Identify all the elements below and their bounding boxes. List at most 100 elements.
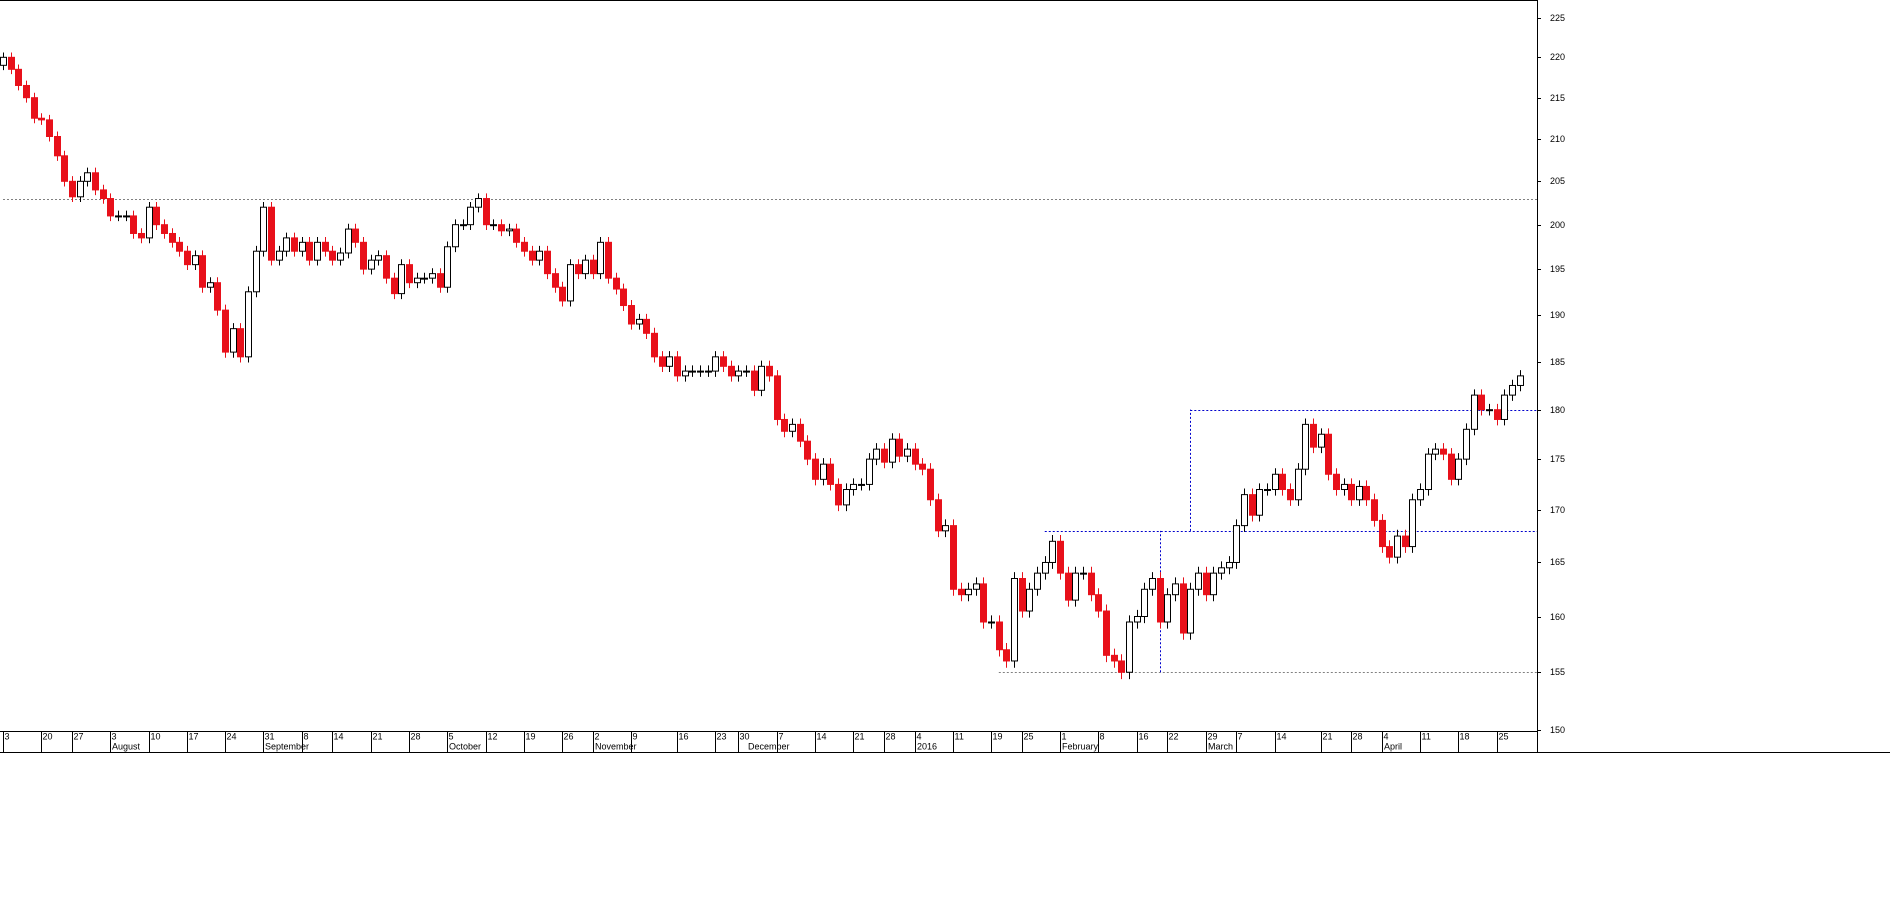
- x-tick-label: 28: [1353, 731, 1363, 741]
- candle-body: [322, 241, 329, 252]
- candle-body: [904, 448, 911, 457]
- candle-body: [958, 588, 965, 596]
- candle-body: [23, 84, 30, 99]
- candle-body: [889, 438, 896, 463]
- candle-body: [988, 621, 995, 624]
- x-tick-label: 12: [488, 731, 498, 741]
- candle-body: [1371, 499, 1378, 521]
- candle-body: [0, 56, 7, 66]
- candle-body: [1356, 485, 1363, 501]
- candle-body: [398, 264, 405, 295]
- candle-body: [77, 180, 84, 198]
- candle-body: [115, 215, 122, 218]
- candle-body: [92, 172, 99, 191]
- candle-body: [712, 356, 719, 372]
- candle-body: [153, 206, 160, 226]
- candle-body: [1448, 453, 1455, 480]
- candle-body: [873, 448, 880, 460]
- candle-body: [1425, 453, 1432, 491]
- candle-body: [192, 255, 199, 266]
- candle-body: [1210, 572, 1217, 596]
- candle-body: [1494, 409, 1501, 420]
- candle-body: [268, 206, 275, 261]
- candle-body: [559, 286, 566, 302]
- candle-body: [61, 155, 68, 182]
- x-tick-label: 27: [74, 731, 84, 741]
- x-tick-label: 14: [1277, 731, 1287, 741]
- candle-body: [812, 458, 819, 480]
- candle-body: [130, 215, 137, 234]
- candle-body: [184, 250, 191, 266]
- candle-body: [391, 277, 398, 295]
- candle-body: [291, 237, 298, 252]
- candle-body: [529, 250, 536, 261]
- y-tick-label: 210: [1550, 134, 1565, 144]
- candle-body: [199, 255, 206, 288]
- candle-body: [329, 250, 336, 261]
- candle-body: [552, 273, 559, 288]
- x-tick-label: 11: [1422, 731, 1431, 741]
- candle-body: [1172, 583, 1179, 596]
- candle-body: [758, 365, 765, 391]
- x-tick-label: 31: [265, 731, 275, 741]
- candle-body: [352, 228, 359, 243]
- candle-body: [1241, 494, 1248, 527]
- candle-body: [1249, 494, 1256, 516]
- candle-body: [1149, 578, 1156, 590]
- candle-body: [1003, 649, 1010, 662]
- candle-body: [896, 438, 903, 457]
- x-tick-label: 14: [817, 731, 827, 741]
- candle-body: [935, 499, 942, 532]
- month-label: August: [112, 741, 141, 751]
- candle-body: [536, 250, 543, 261]
- candle-body: [1164, 594, 1171, 623]
- candle-body: [1195, 572, 1202, 590]
- month-label: 2016: [917, 741, 937, 751]
- x-tick-label: 1: [1062, 731, 1067, 741]
- candle-body: [1088, 572, 1095, 596]
- candle-body: [1310, 423, 1317, 448]
- candle-body: [927, 468, 934, 501]
- x-tick-label: 8: [304, 731, 309, 741]
- candle-body: [1386, 546, 1393, 558]
- candle-body: [176, 241, 183, 252]
- x-tick-label: 9: [633, 731, 638, 741]
- candle-body: [1394, 535, 1401, 558]
- y-tick-label: 165: [1550, 557, 1565, 567]
- candle-body: [705, 370, 712, 373]
- candle-body: [54, 135, 61, 157]
- candle-body: [1218, 567, 1225, 574]
- candle-body: [138, 232, 145, 239]
- candle-body: [697, 370, 704, 373]
- candle-body: [1226, 561, 1233, 569]
- candle-body: [467, 206, 474, 226]
- candle-body: [1501, 394, 1508, 420]
- candle-body: [980, 583, 987, 623]
- candle-body: [575, 264, 582, 275]
- x-tick-label: 3: [112, 731, 117, 741]
- x-tick-label: 7: [779, 731, 784, 741]
- candle-body: [375, 255, 382, 261]
- candle-body: [161, 224, 168, 234]
- candle-body: [628, 305, 635, 325]
- candle-body: [306, 241, 313, 261]
- candle-body: [582, 259, 589, 275]
- candle-body: [965, 588, 972, 596]
- candle-body: [214, 282, 221, 311]
- candle-body: [835, 483, 842, 506]
- candle-body: [521, 241, 528, 252]
- x-tick-label: 17: [189, 731, 199, 741]
- candle-body: [1065, 572, 1072, 601]
- candle-body: [8, 56, 15, 70]
- y-tick-label: 195: [1550, 264, 1565, 274]
- candle-body: [881, 448, 888, 463]
- candle-body: [437, 273, 444, 288]
- y-tick-label: 175: [1550, 454, 1565, 464]
- candle-body: [1333, 473, 1340, 491]
- candle-body: [483, 198, 490, 226]
- candle-body: [682, 370, 689, 377]
- candle-body: [383, 255, 390, 279]
- candle-body: [253, 250, 260, 293]
- candle-body: [222, 309, 229, 353]
